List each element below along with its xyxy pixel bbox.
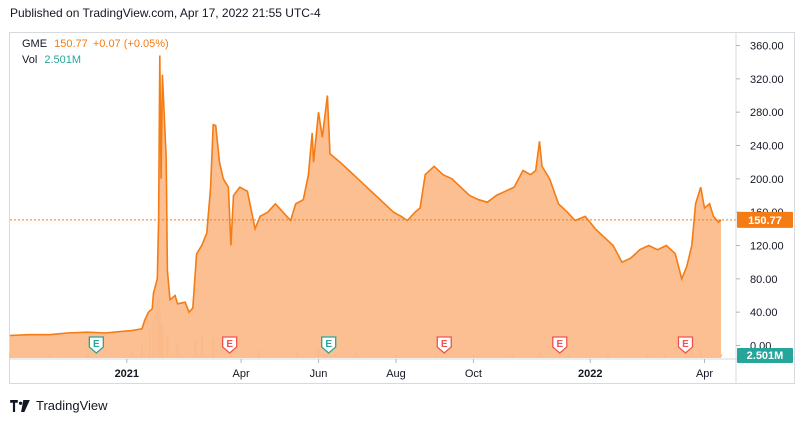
time-tick-label: 2022 (578, 368, 602, 380)
time-tick-label: Aug (386, 368, 406, 380)
price-tick-label: 280.00 (750, 107, 784, 119)
legend-price: 150.77 (54, 38, 88, 50)
earnings-label: E (682, 339, 689, 350)
earnings-label: E (226, 339, 233, 350)
earnings-label: E (441, 339, 448, 350)
chart-legend: GME 150.77 +0.07 (+0.05%) Vol 2.501M (22, 36, 169, 68)
time-tick-label: Apr (696, 368, 713, 380)
price-tick-label: 80.00 (750, 274, 778, 286)
price-tick-label: 320.00 (750, 74, 784, 86)
volume-bar (720, 354, 723, 357)
earnings-label: E (93, 339, 100, 350)
earnings-badge-shape (677, 336, 694, 354)
axis-tags: 150.77 2.501M (737, 211, 793, 363)
price-tick-label: 120.00 (750, 241, 784, 253)
last-price-tag-label: 150.77 (748, 215, 782, 227)
price-tick-label: 240.00 (750, 141, 784, 153)
volume-tag-label: 2.501M (747, 350, 784, 362)
earnings-badge-shape (88, 336, 104, 354)
time-tick-label: Jun (310, 368, 328, 380)
tradingview-logo-icon (10, 399, 30, 412)
legend-volume-row: Vol 2.501M (22, 52, 169, 68)
volume-tag (737, 348, 793, 363)
footer-brand[interactable]: TradingView (10, 398, 108, 413)
earnings-marker: E (436, 336, 452, 354)
earnings-label: E (556, 339, 563, 350)
footer-brand-label: TradingView (36, 398, 108, 413)
legend-vol-label[interactable]: Vol (22, 54, 38, 66)
legend-price-row: GME 150.77 +0.07 (+0.05%) (22, 36, 169, 52)
time-tick-label: Oct (465, 368, 482, 380)
price-tick-label: 40.00 (750, 307, 778, 319)
earnings-marker: E (222, 336, 238, 354)
published-info: Published on TradingView.com, Apr 17, 20… (10, 6, 321, 20)
legend-change: +0.07 (+0.05%) (92, 38, 169, 50)
earnings-marker: E (88, 336, 104, 354)
earnings-marker: E (321, 336, 337, 354)
earnings-badge-shape (436, 336, 452, 354)
earnings-badge-shape (552, 336, 568, 354)
price-area (10, 55, 721, 358)
price-line (9, 55, 722, 337)
time-axis[interactable]: 2021 Apr Jun Aug Oct 2022 Apr (115, 359, 714, 380)
earnings-label: E (325, 339, 332, 350)
legend-symbol[interactable]: GME (22, 38, 48, 50)
time-tick-label: Apr (233, 368, 250, 380)
last-price-tag (737, 211, 793, 228)
earnings-badge-shape (321, 336, 337, 354)
price-axis[interactable]: 0.0040.0080.00120.00160.00200.00240.0028… (736, 41, 784, 353)
earnings-marker: E (552, 336, 568, 354)
earnings-marker: E (677, 336, 694, 354)
legend-vol-value: 2.501M (44, 54, 82, 66)
earnings-badge-shape (222, 336, 238, 354)
time-tick-label: 2021 (115, 368, 139, 380)
price-tick-label: 360.00 (750, 41, 784, 53)
price-tick-label: 200.00 (750, 174, 784, 186)
